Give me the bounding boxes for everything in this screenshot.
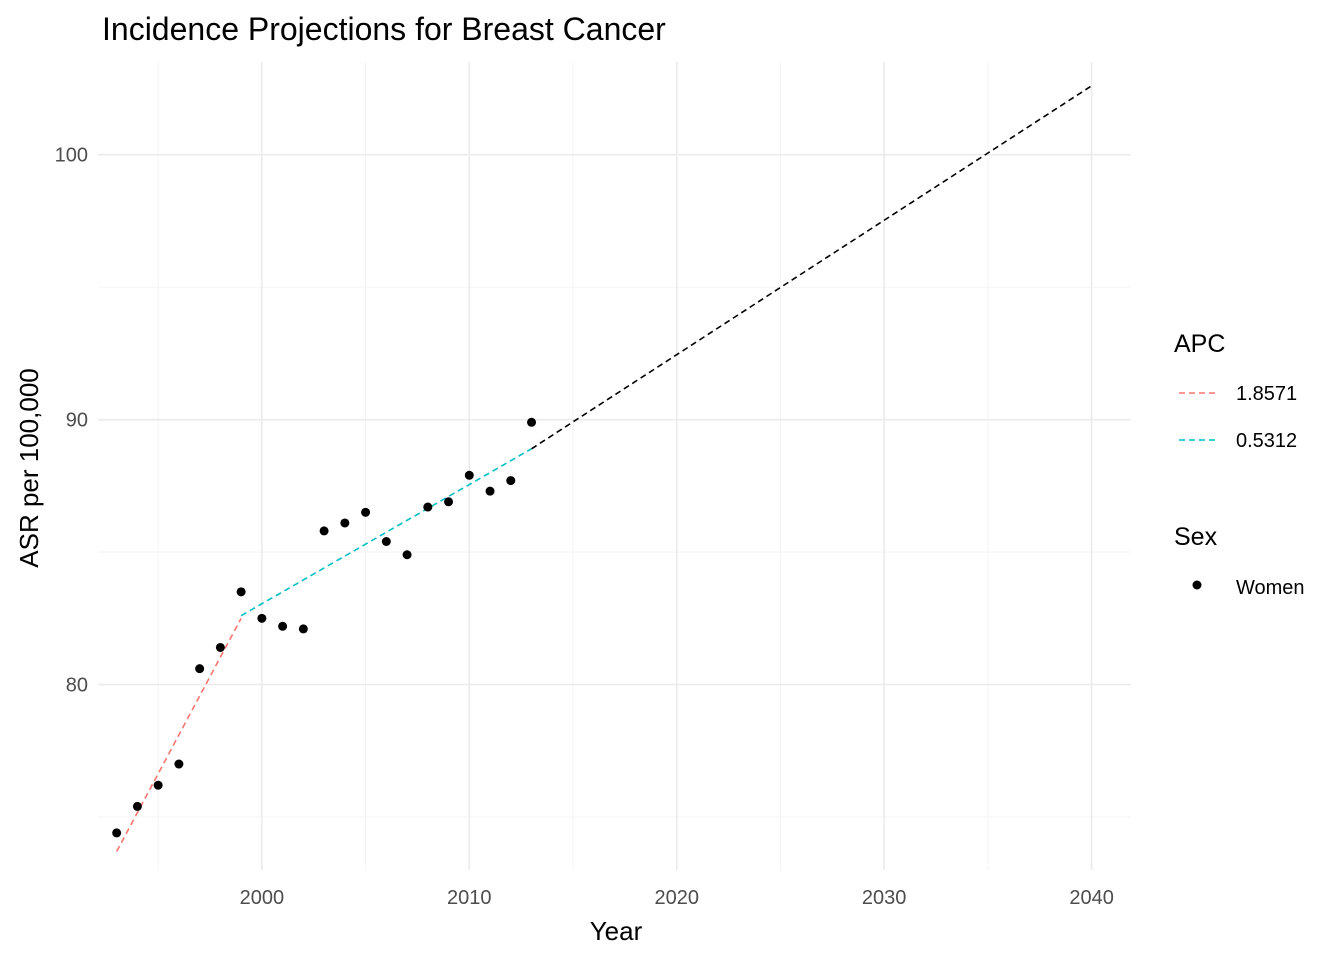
legend-sex-title: Sex [1174,523,1218,551]
x-tick-label: 2010 [447,887,492,909]
data-point [236,587,246,597]
data-point [485,486,495,496]
y-tick-label: 90 [66,410,88,432]
data-point [402,550,412,560]
y-tick-label: 80 [66,675,88,697]
legend-apc-label-1: 1.8571 [1236,383,1297,405]
legend: APC 1.8571 0.5312 Sex Women [1174,330,1305,599]
legend-apc-title: APC [1174,330,1225,358]
trend-lines [115,85,1093,852]
data-point [298,624,308,634]
grid [98,62,1131,870]
data-point [527,417,537,427]
trend-line-3 [531,85,1093,450]
data-point [195,664,205,674]
y-axis-ticks: 80 90 100 [55,145,88,697]
x-tick-label: 2000 [240,887,285,909]
data-point [215,642,225,652]
data-point [506,476,516,486]
y-tick-label: 100 [55,145,88,167]
data-point [340,518,350,528]
x-tick-label: 2030 [862,887,907,909]
data-points [112,417,537,838]
data-point [464,470,474,480]
data-point [257,613,267,623]
data-point [319,526,329,536]
legend-sex-key-1 [1192,580,1202,590]
data-point [132,801,142,811]
x-tick-label: 2020 [654,887,699,909]
x-axis-title: Year [590,916,643,946]
y-axis-title: ASR per 100,000 [14,368,44,567]
chart-title: Incidence Projections for Breast Cancer [102,11,666,47]
trend-line-2 [240,448,532,617]
data-point [278,621,288,631]
data-point [112,828,122,838]
data-point [361,507,371,517]
data-point [153,780,163,790]
data-point [174,759,184,769]
legend-apc-label-2: 0.5312 [1236,430,1297,452]
data-point [444,497,454,507]
legend-sex-label-1: Women [1236,577,1305,599]
data-point [423,502,433,512]
x-tick-label: 2040 [1069,887,1114,909]
trend-line-1 [115,617,242,852]
x-axis-ticks: 2000 2010 2020 2030 2040 [240,887,1114,909]
data-point [381,537,391,547]
